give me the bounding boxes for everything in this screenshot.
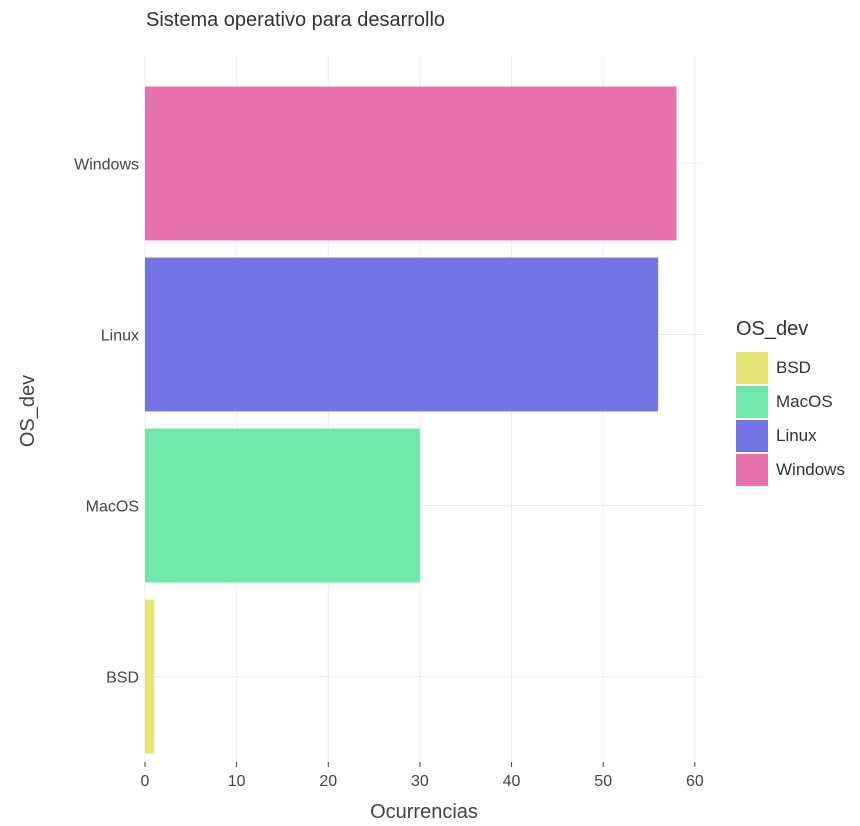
- legend-label: MacOS: [776, 392, 833, 411]
- legend-item-windows: Windows: [736, 453, 845, 487]
- x-axis-title: Ocurrencias: [370, 801, 478, 823]
- bars: [145, 86, 677, 754]
- legend-title: OS_dev: [736, 318, 809, 340]
- x-tick-label: 30: [411, 773, 429, 790]
- x-tick-label: 10: [228, 773, 246, 790]
- legend-swatch: [736, 454, 768, 486]
- legend-item-macos: MacOS: [736, 385, 845, 419]
- legend-label: Windows: [776, 460, 845, 479]
- legend-swatch: [736, 352, 768, 384]
- x-tick-label: 40: [503, 773, 521, 790]
- legend-swatch: [736, 386, 768, 418]
- y-tick-label: Windows: [74, 157, 139, 174]
- bar-linux: [145, 257, 659, 412]
- x-tick-label: 20: [319, 773, 337, 790]
- y-tick-label: BSD: [106, 670, 139, 687]
- legend-items: BSD MacOS Linux Windows: [736, 351, 845, 487]
- y-tick-label: Linux: [101, 328, 139, 345]
- y-axis-title: OS_dev: [17, 375, 39, 447]
- legend-label: Linux: [776, 426, 817, 445]
- chart-title: Sistema operativo para desarrollo: [146, 9, 446, 31]
- x-tick-label: 0: [141, 773, 150, 790]
- y-axis: BSD MacOS Linux Windows: [74, 157, 139, 687]
- bar-macos: [145, 428, 420, 583]
- bar-windows: [145, 86, 677, 241]
- y-tick-label: MacOS: [86, 499, 139, 516]
- x-axis: 0 10 20 30 40 50 60: [141, 762, 704, 790]
- x-tick-label: 60: [686, 773, 704, 790]
- legend-label: BSD: [776, 358, 811, 377]
- legend-item-bsd: BSD: [736, 351, 845, 385]
- legend-item-linux: Linux: [736, 419, 845, 453]
- legend-swatch: [736, 420, 768, 452]
- x-tick-label: 50: [594, 773, 612, 790]
- legend: OS_dev BSD MacOS Linux Windows: [736, 318, 845, 487]
- bar-bsd: [145, 599, 155, 754]
